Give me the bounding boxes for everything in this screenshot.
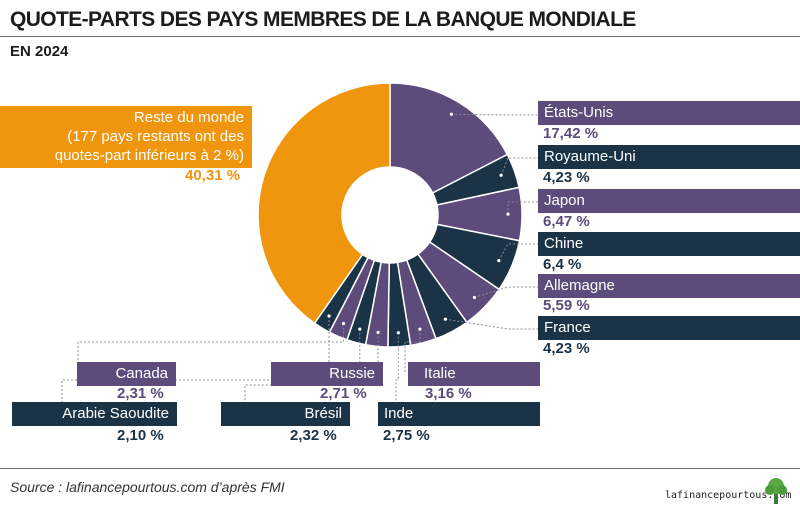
- label-box-8: Russie: [271, 362, 383, 386]
- connector-dot-6: [418, 327, 422, 331]
- donut-chart: [61, 82, 538, 415]
- connector-10: [77, 323, 345, 372]
- value-label-7: 2,75 %: [383, 427, 430, 444]
- site-logo-text: lafinancepourtous.com: [665, 490, 792, 501]
- rest-note-line-3: quotes-part inférieurs à 2 %): [54, 147, 244, 164]
- connector-6: [404, 329, 421, 372]
- label-box-1: Royaume-Uni: [538, 145, 800, 169]
- connector-2: [507, 201, 538, 215]
- rest-note-line-1: Reste du monde: [133, 109, 244, 126]
- label-box-7: Inde: [378, 402, 540, 426]
- connector-dot-9: [358, 327, 362, 331]
- slice-0: [389, 82, 509, 195]
- rest-note-line-2: (177 pays restants ont des: [67, 128, 244, 145]
- connector-dot-7: [396, 331, 400, 335]
- value-label-2: 6,47 %: [543, 213, 590, 230]
- value-label-11: 2,10 %: [117, 427, 164, 444]
- source-note: Source : lafinancepourtous.com d’après F…: [10, 479, 285, 495]
- label-box-9: Brésil: [221, 402, 350, 426]
- rest-of-world-note: Reste du monde (177 pays restants ont de…: [55, 108, 244, 165]
- connector-dot-10: [341, 321, 346, 326]
- slice-12: [257, 82, 391, 325]
- value-label-1: 4,23 %: [543, 169, 590, 186]
- value-label-8: 2,71 %: [320, 385, 367, 402]
- connector-dot-3: [497, 259, 501, 263]
- footer-divider: [0, 468, 800, 469]
- chart-title: QUOTE-PARTS DES PAYS MEMBRES DE LA BANQU…: [10, 8, 636, 31]
- value-label-10: 2,31 %: [117, 385, 164, 402]
- connector-0: [451, 113, 538, 116]
- tree-logo-icon: [765, 478, 787, 504]
- connector-11: [61, 316, 330, 410]
- connector-dot-4: [472, 295, 477, 300]
- label-box-6: Italie: [408, 362, 540, 386]
- value-label-6: 3,16 %: [425, 385, 472, 402]
- rest-of-world-label-box: Reste du monde (177 pays restants ont de…: [0, 106, 252, 168]
- label-box-11: Arabie Saoudite: [12, 402, 177, 426]
- value-label-3: 6,4 %: [543, 256, 582, 273]
- label-box-3: Chine: [538, 232, 800, 256]
- connector-dot-5: [443, 317, 447, 321]
- connector-7: [395, 332, 399, 410]
- chart-subtitle: EN 2024: [10, 43, 69, 60]
- value-label-0: 17,42 %: [543, 125, 599, 142]
- connector-dot-0: [449, 112, 454, 116]
- value-label-4: 5,59 %: [543, 297, 590, 314]
- value-label-5: 4,23 %: [543, 340, 590, 357]
- label-box-4: Allemagne: [538, 274, 800, 298]
- rest-of-world-value: 40,31 %: [185, 167, 241, 184]
- label-box-0: États-Unis: [538, 101, 800, 125]
- connector-5: [445, 318, 538, 330]
- connector-dot-11: [327, 314, 331, 318]
- value-label-9: 2,32 %: [290, 427, 337, 444]
- label-box-5: France: [538, 316, 800, 340]
- label-box-10: Canada: [77, 362, 176, 386]
- connector-dot-8: [376, 330, 380, 335]
- label-box-2: Japon: [538, 189, 800, 213]
- title-divider: [0, 36, 800, 37]
- connector-dot-2: [506, 212, 510, 216]
- connector-dot-1: [499, 173, 503, 177]
